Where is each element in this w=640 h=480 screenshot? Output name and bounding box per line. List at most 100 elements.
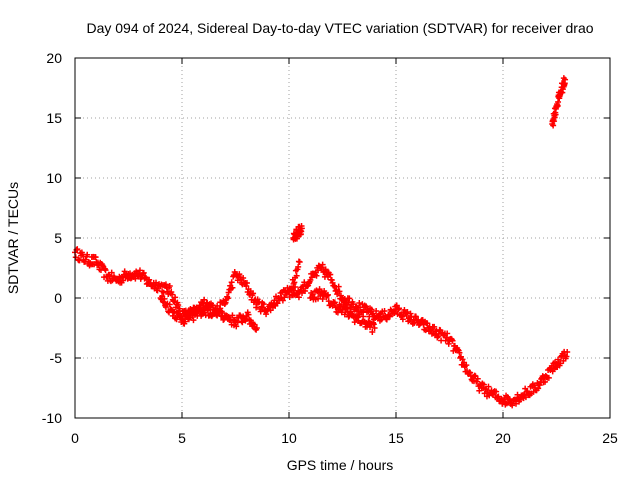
- data-point-fill: [171, 308, 178, 315]
- data-point-fill: [302, 288, 309, 295]
- x-tick-label: 15: [388, 430, 404, 446]
- data-point-fill: [251, 297, 258, 304]
- data-point-fill: [345, 313, 352, 320]
- data-point-fill: [373, 308, 380, 315]
- x-axis-label: GPS time / hours: [287, 457, 394, 473]
- data-point-fill: [331, 300, 338, 307]
- data-point-fill: [545, 374, 552, 381]
- x-tick-label: 25: [602, 430, 618, 446]
- data-point: [298, 225, 305, 232]
- data-point-fill: [217, 305, 224, 312]
- data-point-fill: [509, 402, 516, 409]
- data-point-fill: [467, 369, 474, 376]
- data-point-fill: [132, 275, 139, 282]
- x-tick-label: 0: [71, 430, 79, 446]
- data-point-fill: [213, 311, 220, 318]
- data-point-fill: [279, 297, 286, 304]
- data-point-fill: [360, 313, 367, 320]
- y-tick-label: 10: [46, 170, 62, 186]
- data-point-fill: [240, 274, 247, 281]
- data-point-fill: [182, 318, 189, 325]
- data-point-fill: [201, 296, 208, 303]
- data-point-fill: [263, 311, 270, 318]
- y-tick-label: -5: [50, 350, 63, 366]
- data-point-fill: [474, 378, 481, 385]
- data-point-fill: [99, 262, 106, 269]
- data-point-fill: [173, 316, 180, 323]
- data-point-fill: [176, 305, 183, 312]
- data-point-fill: [239, 319, 246, 326]
- data-point-fill: [253, 304, 260, 311]
- y-tick-label: 20: [46, 50, 62, 66]
- data-point-fill: [366, 313, 373, 320]
- data-point-fill: [399, 316, 406, 323]
- data-point-fill: [140, 269, 147, 276]
- data-point-fill: [228, 279, 235, 286]
- data-point-fill: [176, 313, 183, 320]
- data-point-fill: [84, 251, 91, 258]
- data-point-fill: [324, 291, 331, 298]
- y-axis-label: SDTVAR / TECUs: [5, 182, 21, 294]
- data-point-fill: [356, 311, 363, 318]
- data-point-fill: [331, 282, 338, 289]
- data-point-fill: [194, 312, 201, 319]
- data-point-fill: [120, 277, 127, 284]
- data-point-fill: [445, 340, 452, 347]
- data-point-fill: [250, 290, 257, 297]
- data-point-fill: [233, 323, 240, 330]
- data-point-fill: [563, 353, 570, 360]
- data-point-fill: [463, 362, 470, 369]
- data-point-fill: [301, 279, 308, 286]
- data-point-fill: [495, 393, 502, 400]
- data-point-fill: [222, 299, 229, 306]
- data-point: [350, 301, 357, 307]
- data-point-fill: [169, 291, 176, 298]
- data-point-fill: [229, 284, 236, 291]
- data-point-fill: [322, 266, 329, 273]
- data-point-fill: [166, 282, 173, 289]
- data-point-fill: [480, 381, 487, 388]
- data-point-fill: [190, 317, 197, 324]
- data-point-fill: [535, 385, 542, 392]
- data-point-fill: [552, 111, 559, 118]
- data-point-fill: [160, 299, 167, 306]
- data-point-fill: [493, 388, 500, 395]
- data-point-fill: [166, 301, 173, 308]
- data-point-fill: [357, 304, 364, 311]
- data-point: [243, 283, 250, 289]
- chart-title: Day 094 of 2024, Sidereal Day-to-day VTE…: [86, 20, 593, 36]
- data-point-fill: [549, 368, 556, 375]
- data-point-fill: [558, 353, 565, 360]
- data-point-fill: [308, 274, 315, 281]
- data-point-fill: [369, 328, 376, 335]
- data-point-fill: [427, 327, 434, 334]
- data-point-fill: [287, 286, 294, 293]
- data-point-fill: [295, 294, 302, 301]
- data-point-fill: [370, 321, 377, 328]
- data-point-fill: [474, 375, 481, 382]
- data-point-fill: [424, 320, 431, 327]
- data-point-fill: [293, 272, 300, 279]
- data-point-fill: [154, 287, 161, 294]
- data-point-fill: [506, 396, 513, 403]
- data-point-fill: [536, 382, 543, 389]
- data-point-fill: [172, 294, 179, 301]
- data-point-fill: [315, 267, 322, 274]
- data-point: [82, 256, 89, 263]
- data-point: [328, 277, 335, 283]
- data-point-fill: [420, 321, 427, 328]
- data-point: [371, 325, 378, 331]
- data-point-fill: [146, 276, 153, 283]
- data-point-fill: [555, 98, 562, 105]
- data-point-fill: [175, 302, 182, 309]
- data-point-fill: [456, 349, 463, 356]
- data-point-fill: [256, 298, 263, 305]
- data-point-fill: [243, 280, 250, 287]
- data-point-fill: [431, 323, 438, 330]
- data-point-fill: [209, 302, 216, 309]
- data-point-fill: [407, 310, 414, 317]
- data-point-fill: [485, 383, 492, 390]
- data-point-fill: [225, 289, 232, 296]
- data-point-fill: [336, 288, 343, 295]
